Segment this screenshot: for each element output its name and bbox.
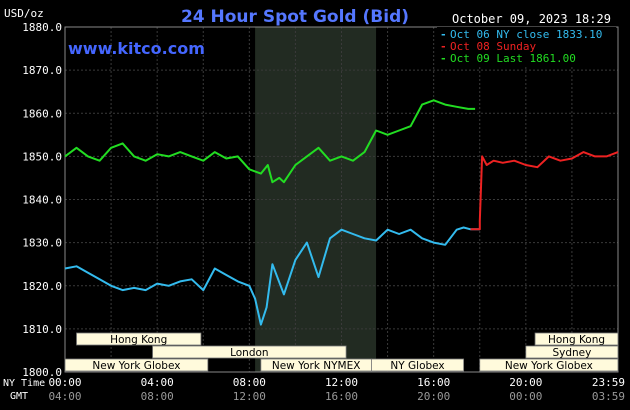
y-tick-label: 1880.0 xyxy=(22,21,62,34)
legend-label: Oct 06 NY close 1833.10 xyxy=(450,28,602,41)
y-tick-label: 1800.0 xyxy=(22,366,62,379)
gmt-tick-label: 12:00 xyxy=(233,390,266,403)
session-label: London xyxy=(230,347,269,359)
session-box xyxy=(64,358,209,372)
y-tick-label: 1860.0 xyxy=(22,107,62,120)
ny-tick-label: 08:00 xyxy=(233,376,266,389)
y-tick-label: 1810.0 xyxy=(22,323,62,336)
gmt-tick-label: 16:00 xyxy=(325,390,358,403)
legend-label: Oct 09 Last 1861.00 xyxy=(450,52,576,65)
series-line xyxy=(64,226,480,326)
gmt-tick-label: 04:00 xyxy=(48,390,81,403)
session-label: New York Globex xyxy=(92,360,180,372)
watermark: www.kitco.com xyxy=(68,39,205,58)
ny-tick-label: 16:00 xyxy=(417,376,450,389)
legend-box xyxy=(437,27,616,67)
session-box xyxy=(525,345,619,359)
y-tick-label: 1830.0 xyxy=(22,237,62,250)
legend-marker: - xyxy=(440,40,447,53)
timestamp: October 09, 2023 18:29 xyxy=(452,12,611,26)
ny-tick-label: 00:00 xyxy=(48,376,81,389)
gmt-tick-label: 03:59 xyxy=(592,390,625,403)
ny-tick-label: 20:00 xyxy=(509,376,542,389)
y-tick-label: 1850.0 xyxy=(22,150,62,163)
series-line xyxy=(470,151,619,231)
session-label: New York NYMEX xyxy=(272,360,361,372)
plot-border xyxy=(64,26,619,373)
gmt-tick-label: 08:00 xyxy=(141,390,174,403)
legend-label: Oct 08 Sunday xyxy=(450,40,536,53)
session-label: New York Globex xyxy=(505,360,593,372)
ny-tick-label: 04:00 xyxy=(141,376,174,389)
y-tick-label: 1870.0 xyxy=(22,64,62,77)
session-box xyxy=(76,332,202,346)
session-box xyxy=(534,332,619,346)
highlight-band xyxy=(255,27,377,372)
ny-tick-label: 23:59 xyxy=(592,376,625,389)
gmt-tick-label: 20:00 xyxy=(417,390,450,403)
y-tick-label: 1840.0 xyxy=(22,194,62,207)
session-label: NY Globex xyxy=(390,360,444,372)
session-label: Hong Kong xyxy=(110,334,167,346)
gmt-label: GMT xyxy=(10,391,28,402)
ny-tick-label: 12:00 xyxy=(325,376,358,389)
y-tick-label: 1820.0 xyxy=(22,280,62,293)
session-box xyxy=(479,358,619,372)
units-label: USD/oz xyxy=(4,7,44,20)
legend-marker: - xyxy=(440,52,447,65)
session-label: Sydney xyxy=(552,347,591,359)
legend-marker: - xyxy=(440,28,447,41)
gmt-tick-label: 00:00 xyxy=(509,390,542,403)
ny-time-label: NY Time xyxy=(3,378,45,389)
chart-title: 24 Hour Spot Gold (Bid) xyxy=(181,7,409,27)
session-box xyxy=(152,345,347,359)
series-line xyxy=(64,99,476,184)
session-label: Hong Kong xyxy=(548,334,605,346)
session-box xyxy=(371,358,465,372)
